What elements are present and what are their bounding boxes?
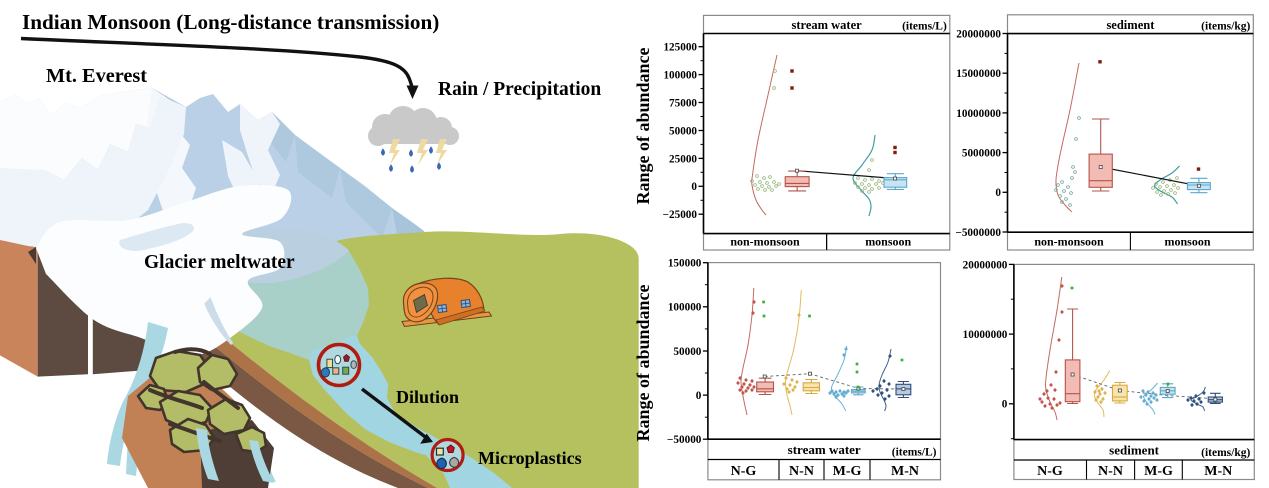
svg-text:0: 0	[691, 181, 697, 193]
svg-text:Dilution: Dilution	[396, 387, 459, 407]
svg-text:Glacier meltwater: Glacier meltwater	[144, 252, 295, 273]
svg-text:5000000: 5000000	[962, 148, 1002, 160]
svg-text:stream water: stream water	[788, 442, 861, 457]
svg-text:100000: 100000	[668, 302, 702, 314]
svg-text:stream water: stream water	[791, 18, 862, 32]
svg-text:Mt. Everest: Mt. Everest	[46, 65, 147, 87]
svg-text:15000000: 15000000	[956, 68, 1001, 80]
svg-text:M-G: M-G	[1144, 464, 1173, 479]
svg-text:10000000: 10000000	[963, 329, 1008, 341]
svg-text:50000: 50000	[673, 346, 701, 358]
svg-text:25000: 25000	[669, 153, 697, 165]
svg-text:Indian Monsoon (Long-distance: Indian Monsoon (Long-distance transmissi…	[22, 10, 439, 34]
svg-text:N-G: N-G	[1037, 464, 1063, 479]
svg-text:Range of abundance: Range of abundance	[633, 284, 653, 441]
svg-text:sediment: sediment	[1106, 18, 1155, 32]
svg-text:(items/L): (items/L)	[902, 21, 947, 33]
svg-text:(items/kg): (items/kg)	[1201, 21, 1250, 33]
svg-text:100000: 100000	[663, 70, 697, 82]
svg-text:10000000: 10000000	[956, 108, 1001, 120]
svg-text:non-monsoon: non-monsoon	[1034, 235, 1104, 249]
svg-text:N-G: N-G	[731, 464, 757, 479]
svg-text:(items/L): (items/L)	[892, 447, 937, 459]
svg-text:−25000: −25000	[663, 209, 698, 221]
svg-text:0: 0	[696, 390, 702, 402]
svg-text:N-N: N-N	[789, 464, 814, 479]
svg-text:125000: 125000	[663, 42, 697, 54]
svg-text:sediment: sediment	[1109, 443, 1160, 458]
svg-text:20000000: 20000000	[956, 28, 1001, 40]
svg-text:N-N: N-N	[1098, 464, 1123, 479]
svg-text:M-N: M-N	[1204, 464, 1232, 479]
svg-text:0: 0	[995, 187, 1001, 199]
svg-text:non-monsoon: non-monsoon	[730, 235, 800, 249]
svg-text:150000: 150000	[668, 258, 702, 270]
svg-text:−50000: −50000	[667, 434, 702, 446]
svg-text:Range of abundance: Range of abundance	[633, 47, 653, 204]
svg-text:Microplastics: Microplastics	[478, 448, 582, 468]
svg-text:50000: 50000	[669, 125, 697, 137]
svg-text:monsoon: monsoon	[1164, 235, 1210, 249]
svg-text:monsoon: monsoon	[865, 235, 911, 249]
svg-text:75000: 75000	[669, 97, 697, 109]
svg-text:M-N: M-N	[891, 464, 919, 479]
svg-text:M-G: M-G	[833, 464, 862, 479]
svg-text:(items/kg): (items/kg)	[1201, 447, 1250, 459]
svg-text:0: 0	[1002, 399, 1008, 411]
svg-text:−5000000: −5000000	[955, 227, 1001, 239]
svg-text:Rain / Precipitation: Rain / Precipitation	[438, 79, 601, 100]
svg-text:20000000: 20000000	[963, 259, 1008, 271]
